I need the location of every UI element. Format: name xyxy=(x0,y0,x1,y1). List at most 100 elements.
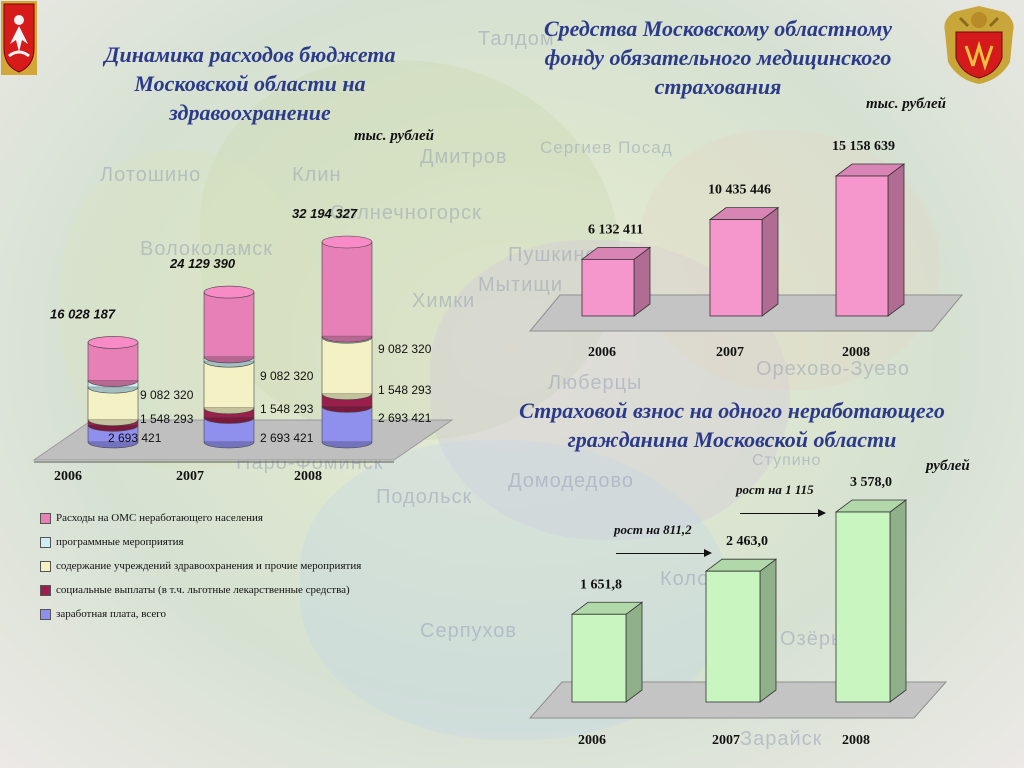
stack-total-label: 32 194 327 xyxy=(292,206,358,221)
bar-value-label: 10 435 446 xyxy=(708,183,771,198)
x-tick-label: 2006 xyxy=(588,345,616,360)
right-bottom-chart-title-line: гражданина Московской области xyxy=(567,427,897,452)
segment-value-label: 1 548 293 xyxy=(140,412,194,426)
right-bottom-chart-title-line: Страховой взнос на одного неработающего xyxy=(519,398,945,423)
legend-swatch xyxy=(40,560,51,572)
stack-segment-bottom xyxy=(87,425,139,432)
stack-segment-bottom xyxy=(321,406,373,413)
right-bottom-chart-title: Страховой взнос на одного неработающего … xyxy=(462,396,1002,454)
x-tick-label: 2008 xyxy=(842,733,870,748)
legend-swatch xyxy=(40,608,51,620)
stack-segment xyxy=(321,336,373,394)
legend-label: содержание учреждений здравоохранения и … xyxy=(56,560,362,572)
x-tick-label: 2006 xyxy=(578,733,606,748)
left-chart-title-line: здравоохранение xyxy=(169,100,331,125)
stack-segment-bottom xyxy=(321,393,373,400)
legend-item: социальные выплаты (в т.ч. льготные лека… xyxy=(40,578,361,602)
segment-value-label: 2 693 421 xyxy=(108,431,162,445)
legend-label: программные мероприятия xyxy=(56,536,184,548)
bar-value-label: 6 132 411 xyxy=(588,222,643,237)
right-top-chart-title-line: Средства Московскому областному xyxy=(543,16,893,41)
map-town-label: Клин xyxy=(292,164,342,186)
bar-value-label: 15 158 639 xyxy=(832,139,895,154)
right-top-chart-title-line: страхования xyxy=(654,74,782,99)
bar xyxy=(835,175,889,317)
map-town-label: Ступино xyxy=(752,452,822,469)
bar xyxy=(705,570,761,703)
map-region-1 xyxy=(200,60,620,440)
map-town-label: Химки xyxy=(412,290,476,312)
stack-segment-bottom xyxy=(87,380,139,387)
legend-label: Расходы на ОМС неработающего населения xyxy=(56,512,263,524)
stack-segment-bottom xyxy=(203,407,255,415)
stack-total-label: 24 129 390 xyxy=(169,256,236,271)
map-town-label: Домодедово xyxy=(508,470,634,492)
segment-value-label: 9 082 320 xyxy=(140,388,194,402)
map-town-label: Талдом xyxy=(478,28,555,50)
growth-annotation-2008: рост на 1 115 xyxy=(736,482,814,497)
stack-segment xyxy=(203,291,255,358)
segment-value-label: 9 082 320 xyxy=(378,342,432,356)
stack-segment-bottom xyxy=(87,419,139,426)
stack-segment-bottom xyxy=(321,441,373,449)
legend-item: Расходы на ОМС неработающего населения xyxy=(40,506,361,530)
bar-side xyxy=(759,558,777,703)
bar xyxy=(571,613,627,703)
right-top-chart-title: Средства Московскому областному фонду об… xyxy=(468,14,968,101)
bar-value-label: 3 578,0 xyxy=(850,475,892,490)
stack-segment xyxy=(321,241,373,337)
bar-value-label: 1 651,8 xyxy=(580,577,622,592)
map-town-label: Пушкино xyxy=(508,244,598,266)
map-town-label: Сергиев Посад xyxy=(540,138,673,157)
stack-segment-bottom xyxy=(203,361,255,368)
bar xyxy=(581,258,635,317)
x-tick-label: 2008 xyxy=(842,345,870,360)
segment-value-label: 1 548 293 xyxy=(378,383,432,397)
map-town-label: Люберцы xyxy=(548,372,643,394)
legend-swatch xyxy=(40,536,51,548)
left-chart-title-line: Динамика расходов бюджета xyxy=(104,42,396,67)
stack-segment-bottom xyxy=(203,356,255,364)
map-town-label: Озёры xyxy=(780,628,847,650)
moscow-oblast-coat-of-arms-icon xyxy=(0,0,38,76)
stacked-chart-legend: Расходы на ОМС неработающего населения пр… xyxy=(40,506,361,626)
segment-value-label: 2 693 421 xyxy=(378,411,432,425)
left-chart-unit: тыс. рублей xyxy=(354,128,435,144)
map-town-label: Волоколамск xyxy=(140,238,273,260)
stack-segment-bottom xyxy=(203,441,255,449)
stack-top xyxy=(203,285,255,299)
bar xyxy=(835,511,891,703)
bar-side xyxy=(625,601,643,703)
left-chart-title-line: Московской области на xyxy=(134,71,366,96)
stack-segment xyxy=(203,360,255,409)
stack-top xyxy=(321,235,373,249)
bar-value-label: 2 463,0 xyxy=(726,534,768,549)
bar-side xyxy=(887,163,905,317)
right-top-chart-title-line: фонду обязательного медицинского xyxy=(544,45,892,70)
growth-arrow-2007-icon xyxy=(616,549,712,557)
map-town-label: Серпухов xyxy=(420,620,518,642)
x-tick-label: 2006 xyxy=(54,469,82,484)
stack-segment-bottom xyxy=(87,441,139,449)
map-town-label: Орехово-Зуево xyxy=(756,358,910,380)
legend-label: заработная плата, всего xyxy=(56,608,167,620)
x-tick-label: 2007 xyxy=(712,733,740,748)
legend-item: программные мероприятия xyxy=(40,530,361,554)
legend-item: содержание учреждений здравоохранения и … xyxy=(40,554,361,578)
fund-bar-chart: 6 132 411 2006 10 435 446 2007 15 158 639 200… xyxy=(528,139,964,360)
stack-total-label: 16 028 187 xyxy=(50,306,116,321)
bar xyxy=(709,219,763,317)
legend-swatch xyxy=(40,584,51,596)
map-town-label: Мытищи xyxy=(478,274,563,296)
legend-label: социальные выплаты (в т.ч. льготные лека… xyxy=(56,584,350,596)
segment-value-label: 9 082 320 xyxy=(260,369,314,383)
bar-side xyxy=(761,206,779,317)
map-town-label: Лотошино xyxy=(100,164,202,186)
expenses-stacked-bar-chart: 16 028 187 2006 24 129 390 2007 32 194 327 20… xyxy=(32,206,454,484)
map-town-label: Зарайск xyxy=(740,728,823,750)
stack-segment-bottom xyxy=(321,336,373,343)
bar-side xyxy=(889,499,907,703)
fund-emblem-icon xyxy=(940,2,1018,86)
x-tick-label: 2007 xyxy=(716,345,744,360)
stack-top xyxy=(87,336,139,349)
